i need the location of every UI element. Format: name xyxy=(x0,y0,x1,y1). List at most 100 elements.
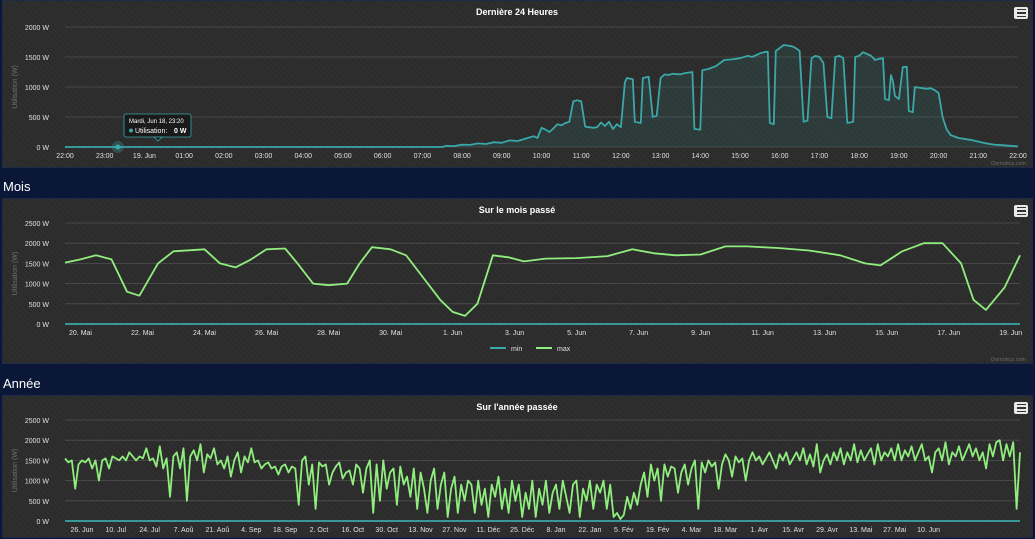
x-tick-label: 22. Jan xyxy=(578,527,601,534)
x-tick-label: 10:00 xyxy=(533,153,551,160)
series-line-max xyxy=(64,439,1021,520)
x-tick-label: 29. Avr xyxy=(816,527,838,534)
y-tick-label: 0 W xyxy=(37,519,50,526)
x-tick-label: 24. Jul xyxy=(139,527,160,534)
x-tick-label: 19. Fév xyxy=(646,527,670,534)
y-tick-label: 1500 W xyxy=(25,55,50,62)
x-tick-label: 27. Mai xyxy=(883,527,906,534)
x-tick-label: 14:00 xyxy=(692,153,710,160)
x-tick-label: 5. Fév xyxy=(614,527,634,534)
x-tick-label: 26. Mai xyxy=(255,330,278,337)
series-line-max xyxy=(64,242,1021,317)
y-tick-label: 1500 W xyxy=(25,458,50,465)
x-tick-label: 22. Mai xyxy=(131,330,154,337)
chart-menu-button[interactable] xyxy=(1014,7,1028,19)
tooltip-bullet xyxy=(129,128,133,133)
x-tick-label: 18. Mar xyxy=(714,527,738,534)
x-tick-label: 24. Mai xyxy=(193,330,216,337)
x-tick-label: 7. Jun xyxy=(629,330,648,337)
x-tick-label: 13. Jun xyxy=(813,330,836,337)
chart-menu-button[interactable] xyxy=(1014,205,1028,217)
y-axis-title: Utilisation (W) xyxy=(12,65,19,109)
x-tick-label: 09:00 xyxy=(493,153,511,160)
y-tick-label: 2500 W xyxy=(25,418,50,425)
chart-title: Sur l'année passée xyxy=(476,402,557,412)
x-tick-label: 04:00 xyxy=(294,153,312,160)
y-axis-title: Utilisation (W) xyxy=(12,449,19,493)
y-tick-label: 500 W xyxy=(29,499,50,506)
chart-credit: Domoticz.com xyxy=(991,357,1026,363)
x-tick-label: 17. Jun xyxy=(937,330,960,337)
x-tick-label: 28. Mai xyxy=(317,330,340,337)
y-tick-label: 2000 W xyxy=(25,25,50,32)
x-tick-label: 20:00 xyxy=(930,153,948,160)
chart-menu-button[interactable] xyxy=(1014,402,1028,414)
x-tick-label: 06:00 xyxy=(374,153,392,160)
x-tick-label: 22:00 xyxy=(1009,153,1027,160)
x-tick-label: 18:00 xyxy=(850,153,868,160)
x-tick-label: 11:00 xyxy=(573,153,590,160)
x-tick-label: 4. Sep xyxy=(241,527,261,534)
x-tick-label: 30. Mai xyxy=(379,330,402,337)
x-tick-label: 03:00 xyxy=(255,153,273,160)
y-tick-label: 500 W xyxy=(29,115,50,122)
chart-panel-month: Sur le mois passé 0 W 500 W 1000 W 1500 W 200… xyxy=(2,198,1033,364)
y-tick-label: 2500 W xyxy=(25,221,50,228)
x-tick-label: 23:00 xyxy=(96,153,114,160)
y-tick-label: 1000 W xyxy=(25,479,50,486)
tooltip-label: Utilisation: xyxy=(135,128,167,135)
section-heading-month: Mois xyxy=(3,179,31,194)
tooltip-point xyxy=(115,144,121,150)
x-tick-label: 07:00 xyxy=(414,153,432,160)
y-tick-label: 0 W xyxy=(37,322,50,329)
x-tick-label: 08:00 xyxy=(453,153,471,160)
series-area xyxy=(65,45,1018,147)
y-tick-label: 500 W xyxy=(29,302,50,309)
y-tick-label: 2000 W xyxy=(25,438,50,445)
chart-24h: Dernière 24 Heures 0 W 500 W 1000 W 1500 W 20… xyxy=(12,7,1027,167)
x-tick-label: 19:00 xyxy=(890,153,908,160)
chart-credit: Domoticz.com xyxy=(991,161,1026,167)
chart-month: Sur le mois passé 0 W 500 W 1000 W 1500 W 200… xyxy=(12,205,1026,363)
y-tick-label: 1500 W xyxy=(25,261,50,268)
x-tick-label: 26. Jun xyxy=(70,527,93,534)
chart-panel-year: Sur l'année passée 0 W 500 W 1000 W 1500 W 20… xyxy=(2,395,1033,538)
x-tick-label: 18. Sep xyxy=(273,527,297,534)
y-tick-label: 0 W xyxy=(37,145,50,152)
series-line-0 xyxy=(65,44,1019,148)
x-tick-label: 22:00 xyxy=(56,153,74,160)
x-tick-label: 11. Jun xyxy=(751,330,774,337)
x-tick-label: 15. Avr xyxy=(782,527,804,534)
x-tick-label: 13:00 xyxy=(652,153,670,160)
chart-panel-24h: Dernière 24 Heures 0 W 500 W 1000 W 1500 W 20… xyxy=(2,0,1033,168)
tooltip-value: 0 W xyxy=(174,128,187,135)
chart-year: Sur l'année passée 0 W 500 W 1000 W 1500 W 20… xyxy=(12,402,1021,534)
x-tick-label: 19. Jun xyxy=(133,153,156,160)
x-tick-label: 15:00 xyxy=(731,153,749,160)
x-tick-label: 8. Jan xyxy=(547,527,566,534)
x-tick-label: 16. Oct xyxy=(342,527,365,534)
x-tick-label: 15. Jun xyxy=(875,330,898,337)
x-tick-label: 4. Mar xyxy=(682,527,703,534)
tooltip-date: Mardi, Jun 18, 23:20 xyxy=(129,119,184,125)
y-tick-label: 2000 W xyxy=(25,241,50,248)
x-tick-label: 2. Oct xyxy=(310,527,329,534)
x-tick-label: 17:00 xyxy=(811,153,829,160)
x-tick-label: 30. Oct xyxy=(375,527,398,534)
y-tick-label: 1000 W xyxy=(25,282,50,289)
x-tick-label: 7. Aoû xyxy=(174,527,194,534)
x-tick-label: 20. Mai xyxy=(69,330,92,337)
y-tick-label: 1000 W xyxy=(25,85,50,92)
x-tick-label: 19. Jun xyxy=(999,330,1022,337)
x-tick-label: 9. Jun xyxy=(691,330,710,337)
x-tick-label: 21. Aoû xyxy=(206,527,230,534)
x-tick-label: 3. Jun xyxy=(505,330,524,337)
legend-item-max: max xyxy=(557,346,571,353)
x-tick-label: 16:00 xyxy=(771,153,789,160)
x-tick-label: 12:00 xyxy=(612,153,630,160)
x-tick-label: 13. Nov xyxy=(409,527,434,534)
x-tick-label: 02:00 xyxy=(215,153,233,160)
x-tick-label: 13. Mai xyxy=(849,527,872,534)
y-axis-title: Utilisation (W) xyxy=(12,252,19,296)
x-tick-label: 1. Jun xyxy=(443,330,462,337)
